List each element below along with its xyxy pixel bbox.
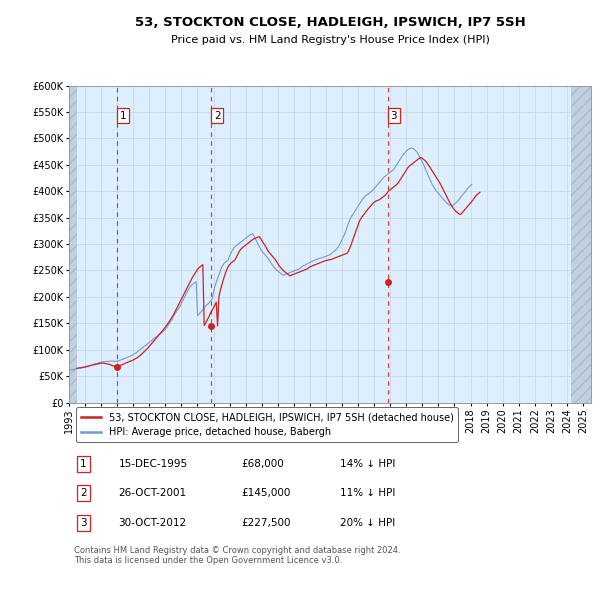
Text: 14% ↓ HPI: 14% ↓ HPI <box>340 459 396 469</box>
Text: 3: 3 <box>80 517 87 527</box>
Text: 30-OCT-2012: 30-OCT-2012 <box>119 517 187 527</box>
Text: 1: 1 <box>119 111 126 121</box>
Text: 11% ↓ HPI: 11% ↓ HPI <box>340 489 396 499</box>
Text: £145,000: £145,000 <box>241 489 290 499</box>
Text: Price paid vs. HM Land Registry's House Price Index (HPI): Price paid vs. HM Land Registry's House … <box>170 35 490 45</box>
Text: 26-OCT-2001: 26-OCT-2001 <box>119 489 187 499</box>
Text: £227,500: £227,500 <box>241 517 291 527</box>
Text: 1: 1 <box>80 459 87 469</box>
Text: £68,000: £68,000 <box>241 459 284 469</box>
Text: 20% ↓ HPI: 20% ↓ HPI <box>340 517 395 527</box>
Text: 2: 2 <box>214 111 220 121</box>
Text: 3: 3 <box>391 111 397 121</box>
Text: 53, STOCKTON CLOSE, HADLEIGH, IPSWICH, IP7 5SH: 53, STOCKTON CLOSE, HADLEIGH, IPSWICH, I… <box>134 16 526 29</box>
Text: 15-DEC-1995: 15-DEC-1995 <box>119 459 188 469</box>
Legend: 53, STOCKTON CLOSE, HADLEIGH, IPSWICH, IP7 5SH (detached house), HPI: Average pr: 53, STOCKTON CLOSE, HADLEIGH, IPSWICH, I… <box>76 407 458 442</box>
Text: 2: 2 <box>80 489 87 499</box>
Text: Contains HM Land Registry data © Crown copyright and database right 2024.
This d: Contains HM Land Registry data © Crown c… <box>74 546 401 565</box>
